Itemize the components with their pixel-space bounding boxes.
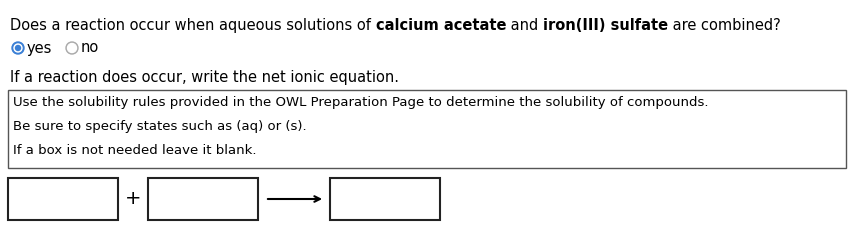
FancyBboxPatch shape — [8, 178, 118, 220]
Text: If a reaction does occur, write the net ionic equation.: If a reaction does occur, write the net … — [10, 70, 399, 85]
Circle shape — [12, 42, 24, 54]
Circle shape — [14, 44, 22, 52]
Text: Be sure to specify states such as (aq) or (s).: Be sure to specify states such as (aq) o… — [13, 120, 306, 133]
Text: If a box is not needed leave it blank.: If a box is not needed leave it blank. — [13, 144, 257, 157]
Text: Use the solubility rules provided in the OWL Preparation Page to determine the s: Use the solubility rules provided in the… — [13, 96, 709, 109]
Text: iron(III) sulfate: iron(III) sulfate — [543, 18, 668, 33]
Text: are combined?: are combined? — [668, 18, 781, 33]
Text: no: no — [81, 41, 100, 55]
Circle shape — [66, 42, 78, 54]
Text: calcium acetate: calcium acetate — [376, 18, 506, 33]
Text: and: and — [506, 18, 543, 33]
Circle shape — [68, 44, 76, 52]
FancyBboxPatch shape — [148, 178, 258, 220]
Text: +: + — [124, 189, 142, 209]
FancyBboxPatch shape — [8, 90, 846, 168]
FancyBboxPatch shape — [330, 178, 440, 220]
Circle shape — [15, 45, 21, 51]
Text: yes: yes — [27, 41, 52, 55]
Text: Does a reaction occur when aqueous solutions of: Does a reaction occur when aqueous solut… — [10, 18, 376, 33]
